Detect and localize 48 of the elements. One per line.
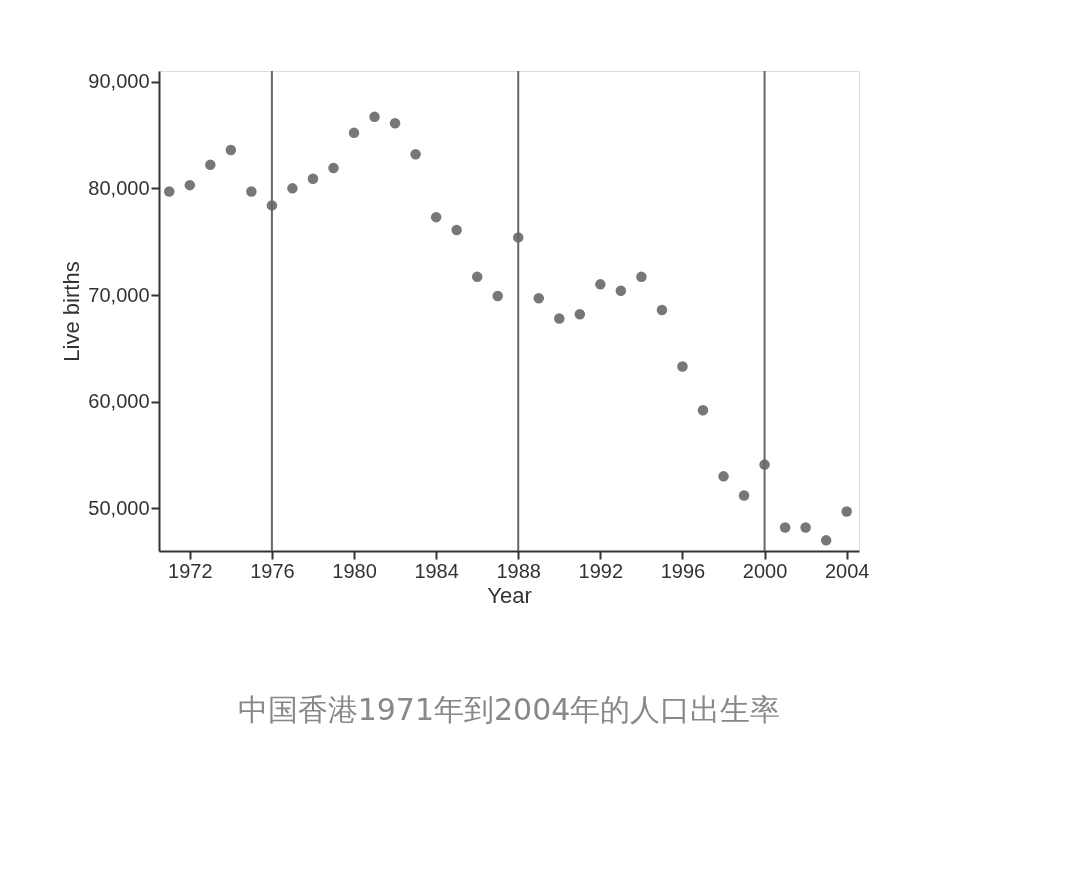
point xyxy=(389,118,401,129)
x-tick-label: 1992 xyxy=(578,559,624,582)
x-tick-label: 1972 xyxy=(168,559,213,582)
point xyxy=(307,173,319,184)
x-tick-label: 1976 xyxy=(250,559,295,582)
point xyxy=(574,308,586,320)
point xyxy=(205,159,216,171)
x-tick-label: 1984 xyxy=(414,559,459,582)
point xyxy=(471,271,483,283)
x-tick-label: 1988 xyxy=(496,559,541,582)
y-tick-label: 80,000 xyxy=(88,176,150,199)
point xyxy=(492,290,503,302)
point xyxy=(533,292,545,304)
point xyxy=(697,404,709,416)
point xyxy=(615,285,627,296)
point xyxy=(287,183,298,194)
text: 中国香港1971年到2004年的人口出生率 xyxy=(237,692,781,727)
point xyxy=(164,186,175,197)
point xyxy=(369,111,380,123)
point xyxy=(636,271,647,283)
point xyxy=(410,148,421,160)
point xyxy=(554,313,565,324)
point xyxy=(430,211,442,223)
point xyxy=(595,279,606,290)
point xyxy=(800,522,811,533)
point xyxy=(738,490,750,501)
y-axis-title: Live births xyxy=(59,261,85,362)
point xyxy=(718,471,729,482)
point xyxy=(779,522,791,533)
x-tick-label: 2000 xyxy=(742,559,788,582)
point xyxy=(246,186,257,197)
x-tick-label: 2004 xyxy=(824,559,870,582)
point xyxy=(225,144,237,156)
point xyxy=(451,224,462,236)
point xyxy=(841,506,852,517)
y-tick-label: 90,000 xyxy=(88,70,150,93)
point xyxy=(184,179,196,191)
x-axis-title: Year xyxy=(487,582,532,608)
y-tick-label: 60,000 xyxy=(88,390,150,413)
point xyxy=(656,304,668,316)
x-tick-label: 1996 xyxy=(660,559,706,582)
point xyxy=(677,361,688,372)
x-tick-label: 1980 xyxy=(332,559,377,582)
point xyxy=(820,535,832,546)
point xyxy=(348,127,360,139)
point xyxy=(328,162,339,174)
y-tick-label: 50,000 xyxy=(88,496,150,519)
y-tick-label: 70,000 xyxy=(88,283,150,306)
